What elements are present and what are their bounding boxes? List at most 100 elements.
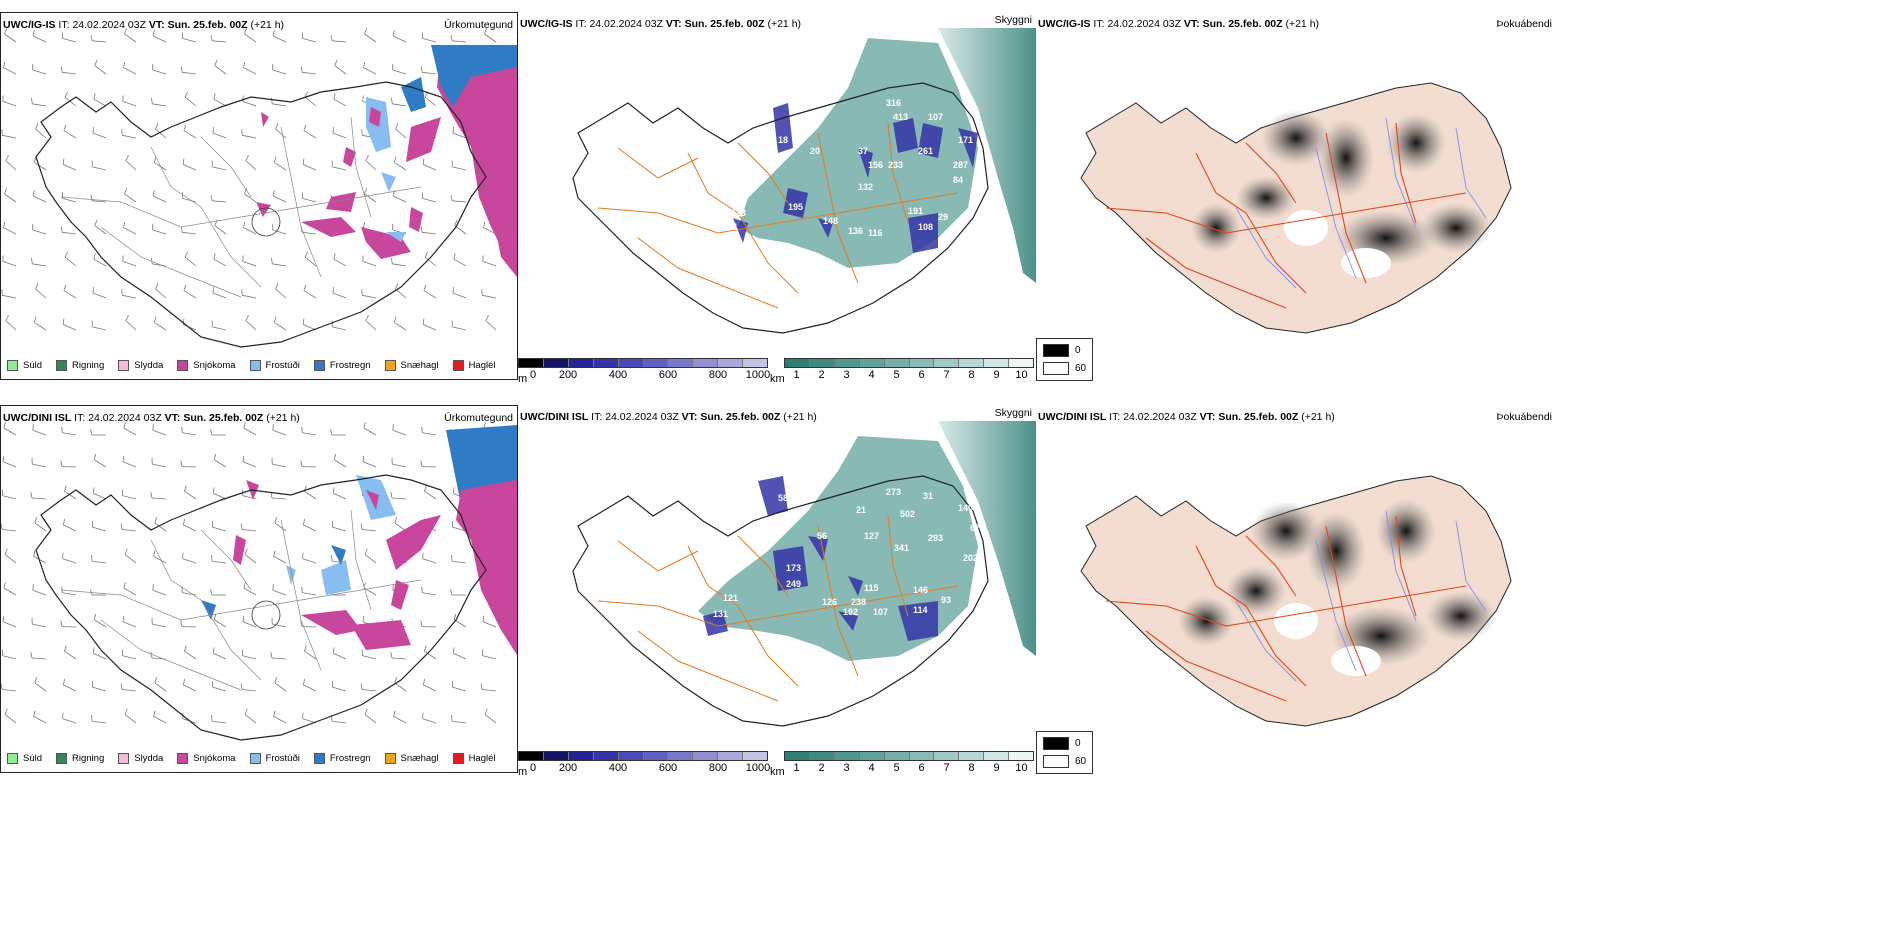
wind-barb <box>122 689 137 692</box>
wind-barb <box>391 657 407 660</box>
wind-barb-feather <box>2 455 5 462</box>
legend-swatch <box>7 752 18 764</box>
wind-barb <box>212 200 227 203</box>
wind-barb <box>123 227 137 235</box>
scale-tick-label: 200 <box>558 762 578 774</box>
wind-barb <box>275 128 287 139</box>
fog-legend-item: 60 <box>1043 362 1086 375</box>
wind-barb <box>151 497 167 500</box>
scale-tick-label: 800 <box>708 762 728 774</box>
wind-barb-feather <box>331 555 333 562</box>
wind-barb <box>452 560 467 564</box>
wind-barb-feather <box>180 226 183 233</box>
legend-swatch <box>249 752 261 764</box>
wind-barb <box>482 655 497 660</box>
wind-barb-feather <box>60 460 63 467</box>
visibility-scale: 1 2 3 4 5 6 7 8 9 10 <box>784 751 1034 775</box>
wind-barb-feather <box>391 97 393 104</box>
wind-barb <box>92 292 107 299</box>
scale-cell <box>785 359 810 367</box>
wind-barb <box>154 522 167 532</box>
wind-barb-feather <box>124 188 127 195</box>
wind-barb <box>452 526 467 532</box>
wind-barb <box>125 160 137 171</box>
wind-barb-feather <box>362 615 365 622</box>
scale-cell <box>693 752 719 760</box>
wind-barb <box>2 134 17 139</box>
wind-barb <box>423 290 437 299</box>
scale-tick-label: 400 <box>608 369 628 381</box>
wind-barb <box>5 320 17 331</box>
wind-barb-feather <box>273 316 277 323</box>
wind-barb-feather <box>275 283 279 289</box>
wind-barb <box>34 162 47 171</box>
wind-barb-feather <box>422 318 425 325</box>
wind-barb-feather <box>180 66 183 73</box>
vis-value-label: 171 <box>958 135 973 145</box>
wind-barb <box>272 589 287 596</box>
wind-barb-feather <box>183 678 185 685</box>
legend-swatch <box>452 752 464 764</box>
wind-barb <box>245 160 257 171</box>
wind-barb <box>2 621 17 628</box>
wind-barb-feather <box>333 93 336 100</box>
wind-barb-feather <box>304 91 308 98</box>
wind-barb <box>182 592 197 596</box>
scale-cell <box>519 359 544 367</box>
panel-header: UWC/IG-IS IT: 24.02.2024 03Z VT: Sun. 25… <box>520 18 802 30</box>
wind-barb-feather <box>93 453 97 460</box>
wind-barb <box>393 35 407 43</box>
wind-barb-feather <box>32 30 35 37</box>
cloud-base-scale: 0 200 400 600 800 1000 <box>518 751 770 775</box>
wind-barb <box>93 98 107 107</box>
wind-barb-feather <box>394 517 398 523</box>
wind-barb <box>242 461 257 468</box>
fog-legend-swatch <box>1043 362 1069 375</box>
fog-legend: 0 60 <box>1036 731 1094 774</box>
scale-cell <box>519 752 544 760</box>
legend-swatch <box>249 359 261 371</box>
wind-barb-feather <box>332 286 334 294</box>
wind-barb <box>333 459 347 468</box>
wind-barb-feather <box>94 59 98 66</box>
wind-barb-feather <box>183 124 187 131</box>
wind-barb-feather <box>424 485 427 492</box>
wind-barb <box>393 195 407 203</box>
wind-barb-feather <box>123 582 126 589</box>
panel-title: Skyggni <box>994 14 1032 26</box>
wind-barb-feather <box>454 219 458 226</box>
scale-cell <box>743 752 768 760</box>
scale-cell <box>568 752 594 760</box>
scale-tick-label: 7 <box>943 369 950 381</box>
wind-barb <box>212 560 227 564</box>
wind-barb-feather <box>213 93 216 100</box>
wind-barb <box>363 427 377 436</box>
legend-label: Rigning <box>72 752 105 764</box>
wind-barb <box>392 69 407 75</box>
wind-barb-feather <box>483 422 486 429</box>
wind-barb-feather <box>272 190 275 197</box>
wind-barb-feather <box>152 584 154 591</box>
wind-barb <box>332 326 347 331</box>
wind-barb-feather <box>420 66 423 73</box>
wind-barb-feather <box>1 683 3 690</box>
wind-barb-feather <box>62 318 65 325</box>
wind-barb-feather <box>360 523 363 530</box>
legend-swatch <box>384 752 396 764</box>
wind-barb <box>273 35 287 43</box>
vis-value-label: 67 <box>970 523 980 533</box>
wind-barb <box>304 490 317 500</box>
scale-tick-label: 1000 <box>745 369 771 381</box>
wind-barb <box>242 294 257 299</box>
fog-legend-swatch <box>1043 344 1069 357</box>
vis-value-label: 413 <box>893 112 908 122</box>
legend-swatch <box>177 752 189 764</box>
scale-cell <box>909 359 935 367</box>
wind-barb <box>243 427 257 436</box>
wind-barb <box>214 65 227 75</box>
fog-index-panel-dini: UWC/DINI ISL IT: 24.02.2024 03Z VT: Sun.… <box>1036 405 1556 785</box>
cloud-unit: m <box>518 766 528 778</box>
legend-label: Frostúði <box>265 752 300 764</box>
wind-barb-feather <box>452 126 454 134</box>
wind-barb <box>122 294 137 299</box>
